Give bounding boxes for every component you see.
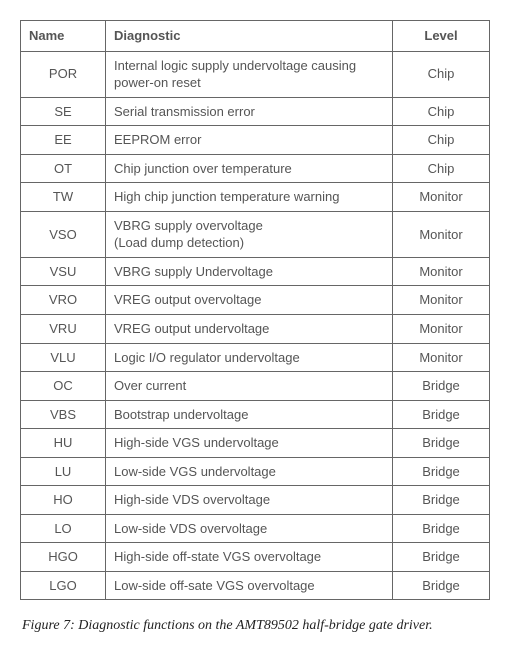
table-row: LULow-side VGS undervoltageBridge	[21, 457, 490, 486]
cell-level: Bridge	[393, 514, 490, 543]
cell-diagnostic: High-side off-state VGS overvoltage	[106, 543, 393, 572]
cell-diagnostic: High chip junction temperature warning	[106, 183, 393, 212]
cell-name: VRO	[21, 286, 106, 315]
table-row: LOLow-side VDS overvoltageBridge	[21, 514, 490, 543]
cell-diagnostic: Over current	[106, 372, 393, 401]
cell-diagnostic: Serial transmission error	[106, 97, 393, 126]
cell-level: Monitor	[393, 257, 490, 286]
table-row: TWHigh chip junction temperature warning…	[21, 183, 490, 212]
cell-level: Bridge	[393, 372, 490, 401]
table-row: HUHigh-side VGS undervoltageBridge	[21, 429, 490, 458]
table-row: VROVREG output overvoltageMonitor	[21, 286, 490, 315]
table-row: HOHigh-side VDS overvoltageBridge	[21, 486, 490, 515]
cell-diagnostic: Chip junction over temperature	[106, 154, 393, 183]
cell-name: OT	[21, 154, 106, 183]
figure-caption: Figure 7: Diagnostic functions on the AM…	[22, 618, 490, 634]
cell-name: VSU	[21, 257, 106, 286]
cell-level: Chip	[393, 51, 490, 97]
cell-diagnostic: Low-side VGS undervoltage	[106, 457, 393, 486]
table-row: VRUVREG output undervoltageMonitor	[21, 315, 490, 344]
table-row: VSOVBRG supply overvoltage (Load dump de…	[21, 211, 490, 257]
table-row: VSUVBRG supply UndervoltageMonitor	[21, 257, 490, 286]
cell-diagnostic: VBRG supply overvoltage (Load dump detec…	[106, 211, 393, 257]
cell-name: LO	[21, 514, 106, 543]
cell-name: VSO	[21, 211, 106, 257]
table-row: VBSBootstrap undervoltageBridge	[21, 400, 490, 429]
cell-name: TW	[21, 183, 106, 212]
cell-name: VRU	[21, 315, 106, 344]
cell-name: LGO	[21, 571, 106, 600]
cell-diagnostic: VREG output overvoltage	[106, 286, 393, 315]
cell-name: HU	[21, 429, 106, 458]
cell-level: Chip	[393, 97, 490, 126]
cell-name: VBS	[21, 400, 106, 429]
cell-level: Bridge	[393, 400, 490, 429]
cell-diagnostic: VREG output undervoltage	[106, 315, 393, 344]
cell-level: Monitor	[393, 211, 490, 257]
cell-name: SE	[21, 97, 106, 126]
cell-level: Bridge	[393, 429, 490, 458]
cell-diagnostic: VBRG supply Undervoltage	[106, 257, 393, 286]
cell-level: Chip	[393, 126, 490, 155]
cell-name: HO	[21, 486, 106, 515]
cell-name: LU	[21, 457, 106, 486]
table-row: HGOHigh-side off-state VGS overvoltageBr…	[21, 543, 490, 572]
cell-level: Bridge	[393, 486, 490, 515]
cell-diagnostic: Low-side VDS overvoltage	[106, 514, 393, 543]
col-header-level: Level	[393, 21, 490, 52]
table-row: EEEEPROM errorChip	[21, 126, 490, 155]
cell-diagnostic: Bootstrap undervoltage	[106, 400, 393, 429]
table-row: OTChip junction over temperatureChip	[21, 154, 490, 183]
cell-name: EE	[21, 126, 106, 155]
cell-level: Chip	[393, 154, 490, 183]
col-header-name: Name	[21, 21, 106, 52]
table-row: VLULogic I/O regulator undervoltageMonit…	[21, 343, 490, 372]
cell-name: OC	[21, 372, 106, 401]
cell-name: HGO	[21, 543, 106, 572]
cell-level: Bridge	[393, 571, 490, 600]
cell-level: Monitor	[393, 286, 490, 315]
table-row: PORInternal logic supply undervoltage ca…	[21, 51, 490, 97]
cell-diagnostic: High-side VDS overvoltage	[106, 486, 393, 515]
cell-diagnostic: Logic I/O regulator undervoltage	[106, 343, 393, 372]
cell-name: VLU	[21, 343, 106, 372]
cell-diagnostic: Internal logic supply undervoltage causi…	[106, 51, 393, 97]
cell-diagnostic: EEPROM error	[106, 126, 393, 155]
cell-name: POR	[21, 51, 106, 97]
cell-level: Bridge	[393, 457, 490, 486]
col-header-diagnostic: Diagnostic	[106, 21, 393, 52]
table-row: OCOver currentBridge	[21, 372, 490, 401]
diagnostics-table: Name Diagnostic Level PORInternal logic …	[20, 20, 490, 600]
cell-level: Bridge	[393, 543, 490, 572]
cell-diagnostic: Low-side off-sate VGS overvoltage	[106, 571, 393, 600]
table-body: PORInternal logic supply undervoltage ca…	[21, 51, 490, 600]
cell-level: Monitor	[393, 343, 490, 372]
cell-level: Monitor	[393, 315, 490, 344]
table-row: LGOLow-side off-sate VGS overvoltageBrid…	[21, 571, 490, 600]
cell-diagnostic: High-side VGS undervoltage	[106, 429, 393, 458]
cell-level: Monitor	[393, 183, 490, 212]
table-header-row: Name Diagnostic Level	[21, 21, 490, 52]
table-row: SESerial transmission errorChip	[21, 97, 490, 126]
